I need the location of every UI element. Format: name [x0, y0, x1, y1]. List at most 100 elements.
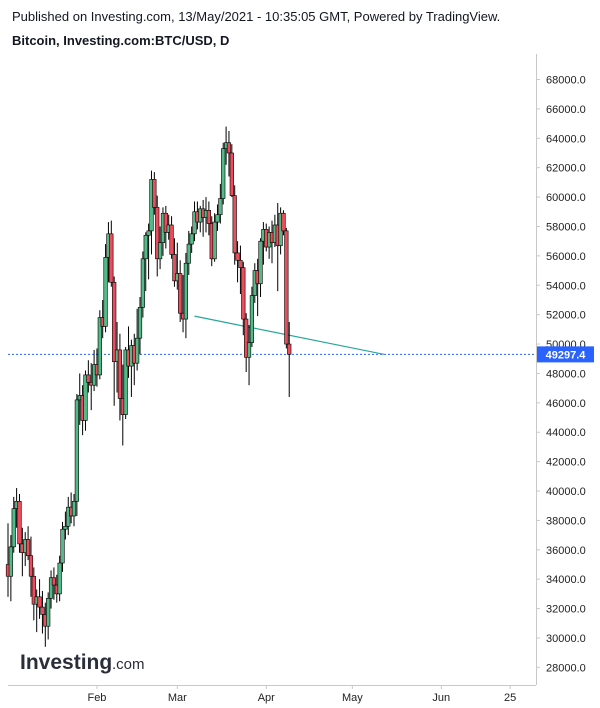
candle-body [178, 273, 183, 314]
candle [117, 333, 123, 421]
candle-body [155, 207, 160, 260]
y-tick-label: 68000.0 [546, 75, 586, 87]
candle-body [246, 342, 252, 358]
last-price-tag-label: 49297.4 [546, 349, 587, 361]
candle [25, 526, 31, 561]
candle-body [232, 195, 237, 254]
y-tick-label: 36000.0 [546, 545, 586, 557]
candle [48, 570, 54, 609]
y-tick-label: 64000.0 [546, 133, 586, 145]
candle-body [284, 230, 289, 345]
candle-body [112, 282, 117, 362]
candle-body [152, 179, 157, 208]
candle [284, 227, 289, 349]
candle-body [17, 500, 22, 545]
candle [163, 205, 168, 249]
y-tick-label: 60000.0 [546, 192, 586, 204]
candle [206, 201, 211, 236]
candle [143, 232, 148, 292]
candle-body [71, 500, 77, 517]
candle-body [25, 539, 31, 556]
candle [215, 204, 220, 231]
last-price-tag: 49297.4 [537, 346, 594, 363]
candle [37, 579, 42, 619]
candle [212, 213, 217, 262]
y-tick-label: 66000.0 [546, 104, 586, 116]
candle [31, 567, 36, 621]
candle-body [218, 198, 223, 216]
candle-body [28, 555, 34, 577]
candle [218, 183, 223, 224]
candle [66, 496, 71, 536]
logo-suffix: .com [112, 656, 145, 673]
candle-body [57, 562, 62, 595]
candle-body [31, 575, 36, 605]
x-tick-label: 25 [504, 692, 516, 704]
candle [169, 216, 174, 259]
candle [103, 244, 108, 333]
candle-body [281, 212, 286, 232]
candle-body [109, 233, 114, 283]
candle [221, 142, 226, 205]
candle [74, 394, 79, 516]
candle-body [249, 295, 255, 343]
candle [51, 567, 57, 600]
candle [258, 238, 263, 298]
candle-body [11, 508, 16, 548]
candle-body [169, 224, 174, 255]
candle-body [189, 233, 194, 245]
y-tick-label: 34000.0 [546, 574, 586, 586]
candle-body [103, 257, 108, 327]
candle-body [137, 307, 143, 339]
candle [17, 493, 22, 553]
candle [152, 172, 157, 215]
candle [192, 201, 197, 242]
y-tick-label: 28000.0 [546, 662, 586, 674]
candle-body [183, 262, 189, 320]
candle [11, 496, 16, 553]
candle-body [37, 596, 42, 608]
candle [172, 238, 177, 287]
candle [60, 521, 65, 572]
candle-body [146, 230, 151, 236]
x-tick-label: Apr [258, 692, 275, 704]
candle-body [46, 597, 51, 627]
last-price-tag-bg [537, 346, 594, 363]
candle-body [215, 214, 220, 223]
candle-body [83, 374, 88, 421]
candle [157, 226, 163, 270]
candles [5, 126, 292, 647]
y-axis-labels: 28000.0 30000.0 32000.0 34000.0 36000.0 38000… [536, 75, 586, 674]
candle [241, 261, 246, 336]
y-tick-label: 40000.0 [546, 486, 586, 498]
candle [97, 310, 102, 380]
y-tick-label: 58000.0 [546, 221, 586, 233]
candle [140, 251, 145, 318]
candle [63, 511, 68, 540]
candle-body [123, 349, 128, 415]
y-tick-label: 32000.0 [546, 604, 586, 616]
axes [8, 54, 537, 686]
candle [155, 195, 160, 277]
candle [40, 590, 45, 634]
candle [246, 324, 252, 386]
candle [109, 220, 114, 287]
candle [46, 592, 51, 640]
y-tick-label: 44000.0 [546, 427, 586, 439]
y-tick-label: 62000.0 [546, 163, 586, 175]
y-tick-label: 52000.0 [546, 310, 586, 322]
candle-body [244, 318, 249, 358]
candle-body [143, 234, 148, 260]
candle [226, 130, 232, 177]
candle-body [86, 374, 91, 383]
logo-wordmark: Investing [20, 651, 112, 674]
candle [249, 286, 255, 347]
candle-body [186, 243, 191, 264]
candle-body [66, 506, 71, 527]
candle [238, 245, 243, 295]
candle-body [241, 267, 246, 320]
published-line: Published on Investing.com, 13/May/2021 … [12, 9, 501, 24]
y-tick-label: 42000.0 [546, 457, 586, 469]
candle [281, 210, 286, 236]
